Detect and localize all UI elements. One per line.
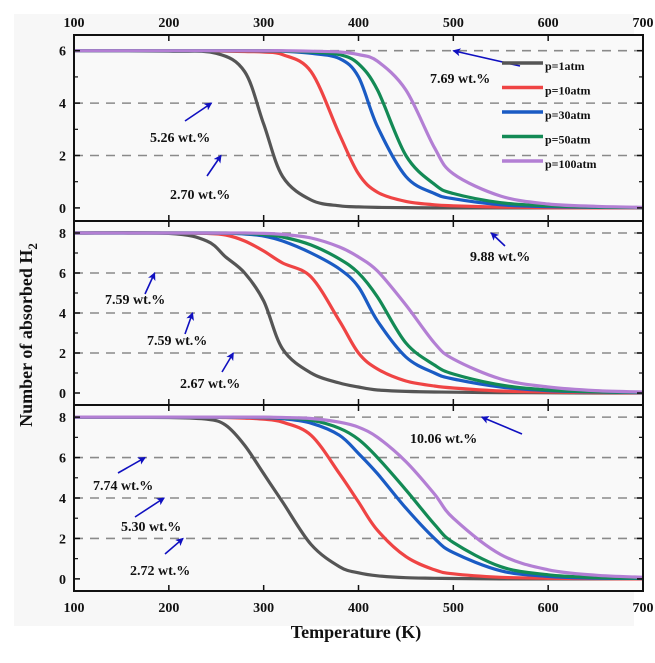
annotation-label: 10.06 wt.% [410,432,477,447]
y-axis-title-main: Number of absorbed H [16,250,36,427]
annotation-arrow [184,102,213,122]
x-axis-title: Temperature (K) [291,622,421,643]
y-axis-title-subscript: 2 [25,243,40,250]
y-tick-label: 4 [59,97,66,112]
y-tick-label: 0 [59,573,66,588]
plot-area [74,405,643,591]
annotation-arrow [480,416,523,435]
top-x-axis-labels: 100 200 300 400 500 600 700 [64,16,654,31]
y-tick-label: 0 [59,387,66,402]
bottom-x-tick-label: 100 [64,601,85,616]
annotation-label: 7.59 wt.% [147,334,207,349]
legend-item: p=10atm [502,84,591,98]
bottom-x-tick-label: 500 [443,601,464,616]
y-tick-label: 2 [59,347,66,362]
bottom-x-tick-label: 200 [158,601,179,616]
y-tick-label: 2 [59,150,66,165]
y-tick-label: 0 [59,202,66,217]
series-line-p-100atm [73,49,644,209]
bottom-x-axis-labels: 100 200 300 400 500 600 700 [64,601,654,616]
y-tick-label: 2 [59,532,66,547]
annotation-label: 9.88 wt.% [470,250,530,265]
top-x-tick-label: 600 [538,16,559,31]
top-x-tick-label: 400 [348,16,369,31]
y-axis-title: Number of absorbed H2 [16,243,40,427]
y-tick-label: 6 [59,267,66,282]
legend-label: p=100atm [545,157,597,171]
series-line-p-100atm [74,415,644,579]
panels: 0 2 4 6 7.69 wt.% 5.26 wt.% 2.70 wt.% 0 2 4 6 8 9.88… [59,34,644,592]
top-x-tick-label: 300 [253,16,274,31]
annotation-label: 7.59 wt.% [105,293,165,308]
annotation-arrow [184,312,194,335]
annotation-arrow [490,232,506,247]
annotation-label: 2.72 wt.% [130,564,190,579]
legend-label: p=50atm [545,133,591,147]
panel-2: 0 2 4 6 8 9.88 wt.% 7.59 wt.% 7.59 wt.% 2.67 wt.… [59,220,644,406]
y-tick-label: 4 [59,492,66,507]
annotation-label: 2.67 wt.% [180,377,240,392]
annotation-label: 5.26 wt.% [150,131,210,146]
y-tick-label: 4 [59,307,66,322]
annotation-label: 7.74 wt.% [93,479,153,494]
legend-label: p=10atm [545,84,591,98]
annotation-label: 7.69 wt.% [430,72,490,87]
bottom-x-tick-label: 300 [253,601,274,616]
annotation-arrow [134,497,165,518]
panel-3: 0 2 4 6 8 10.06 wt.% 7.74 wt.% 5.30 wt.% 2.72 wt… [59,404,644,592]
top-x-tick-label: 100 [64,16,85,31]
bottom-x-tick-label: 400 [348,601,369,616]
annotation-arrow [164,537,184,555]
legend-label: p=30atm [545,108,591,122]
annotation-arrow [144,272,156,295]
legend-item: p=50atm [502,133,591,147]
y-tick-label: 8 [59,411,66,426]
legend-item: p=30atm [502,108,591,122]
top-x-tick-label: 700 [633,16,654,31]
legend-item: p=100atm [502,157,597,171]
y-tick-label: 8 [59,227,66,242]
annotation-label: 5.30 wt.% [121,520,181,535]
legend: p=1atm p=10atm p=30atm p=50atm p=100atm [502,59,597,171]
bottom-x-tick-label: 600 [538,601,559,616]
series-line-p-100atm [74,231,644,394]
y-tick-label: 6 [59,45,66,60]
legend-label: p=1atm [545,59,585,73]
bottom-x-tick-label: 700 [633,601,654,616]
plot-area [74,221,643,405]
panel-1: 0 2 4 6 7.69 wt.% 5.26 wt.% 2.70 wt.% [59,34,644,222]
annotation-label: 2.70 wt.% [170,188,230,203]
annotation-arrow [117,456,146,474]
annotation-arrow [206,154,222,177]
top-x-tick-label: 200 [158,16,179,31]
annotation-arrow [221,352,235,373]
top-x-tick-label: 500 [443,16,464,31]
y-tick-label: 6 [59,452,66,467]
legend-item: p=1atm [502,59,585,73]
